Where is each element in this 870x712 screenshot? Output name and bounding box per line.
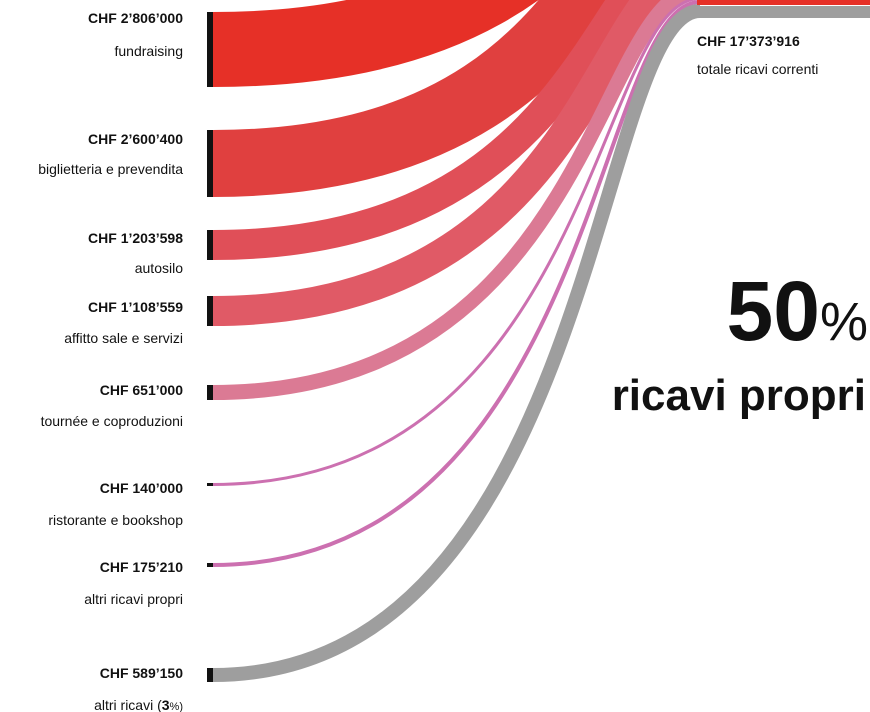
flow [212, 0, 642, 260]
highlight-number: 50% [727, 264, 868, 358]
label-part: 3 [162, 697, 170, 712]
total-bar-red [697, 0, 870, 5]
source-bar [207, 668, 213, 682]
highlight-label: ricavi propri [612, 371, 866, 420]
total-bar-grey [697, 6, 870, 18]
total-label: totale ricavi correnti [697, 61, 818, 77]
source-bar [207, 12, 213, 87]
flow [212, 0, 701, 486]
source-label: tournée e coproduzioni [41, 413, 183, 429]
flow [212, 0, 668, 326]
source-label: autosilo [135, 260, 183, 276]
total-amount: CHF 17’373’916 [697, 33, 800, 49]
source-label: ristorante e bookshop [48, 512, 183, 528]
source-amount: CHF 589’150 [100, 665, 183, 681]
source-amount: CHF 2’600’400 [88, 131, 183, 147]
flow [212, 4, 702, 682]
source-label: altri ricavi propri [84, 591, 183, 607]
label-part: %) [170, 701, 183, 712]
source-label: altri ricavi (3%) [94, 697, 183, 712]
source-bar [207, 385, 213, 400]
flows [212, 0, 702, 682]
source-bar [207, 130, 213, 197]
source-label: biglietteria e prevendita [38, 161, 183, 177]
flow [212, 0, 539, 87]
flow [212, 0, 701, 567]
highlight-unit: % [820, 292, 868, 352]
source-label: fundraising [115, 43, 184, 59]
flow [212, 0, 625, 197]
source-amount: CHF 175’210 [100, 559, 183, 575]
source-amount: CHF 651’000 [100, 382, 183, 398]
source-amount: CHF 1’203’598 [88, 230, 183, 246]
source-label: affitto sale e servizi [64, 330, 183, 346]
source-bar [207, 563, 213, 567]
flow [212, 0, 688, 400]
source-bar [207, 483, 213, 486]
labels: CHF 2’806’000 fundraising CHF 2’600’400 big… [38, 10, 213, 712]
source-amount: CHF 1’108’559 [88, 299, 183, 315]
source-bar [207, 230, 213, 260]
source-bar [207, 296, 213, 326]
source-amount: CHF 2’806’000 [88, 10, 183, 26]
highlight-value: 50 [727, 264, 820, 358]
label-part: altri ricavi ( [94, 697, 162, 712]
source-amount: CHF 140’000 [100, 480, 183, 496]
